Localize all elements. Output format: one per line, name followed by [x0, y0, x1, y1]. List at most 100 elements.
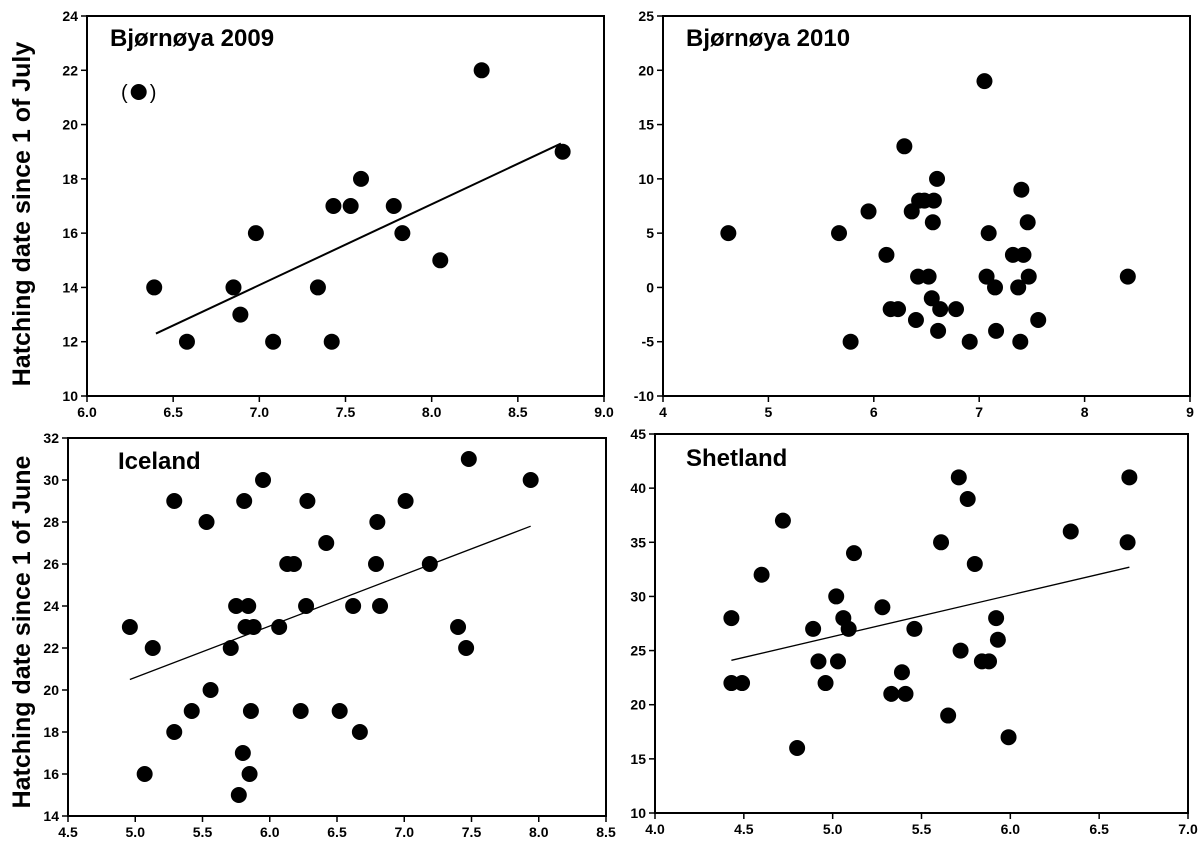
y-tick-label: 14 [43, 808, 59, 824]
x-tick-label: 9.0 [594, 404, 614, 420]
panel-shetland: 4.0 4.5 5.0 5.5 6.0 6.5 7.0 10 15 20 25 30 35 40 45 She… [630, 426, 1198, 837]
data-point [353, 170, 370, 187]
x-tick-label: 7.5 [336, 404, 356, 420]
x-tick-label: 4 [659, 404, 667, 420]
data-point [460, 451, 477, 467]
x-tick-label: 8.0 [422, 404, 442, 420]
x-tick-label: 6.0 [1001, 821, 1021, 837]
data-point [878, 246, 895, 263]
y-tick-label: 15 [638, 117, 654, 133]
data-point [166, 493, 183, 509]
outlier-point [130, 84, 147, 100]
data-point [929, 170, 946, 187]
data-point [896, 138, 913, 155]
data-point [907, 312, 924, 328]
data-point [1121, 469, 1138, 486]
y-tick-label: 35 [630, 534, 646, 550]
data-point [458, 640, 475, 656]
data-point [368, 556, 385, 572]
data-point [828, 588, 845, 605]
data-point [265, 333, 282, 350]
y-tick-label: 26 [43, 556, 59, 572]
data-point [245, 619, 262, 635]
x-tick-label: 8.5 [596, 824, 616, 840]
panel-title-iceland: Iceland [118, 448, 201, 475]
data-point [789, 740, 806, 757]
y-tick-label: 20 [630, 697, 646, 713]
y-tick-label: 10 [62, 388, 78, 404]
data-point [1019, 214, 1036, 231]
x-tick-label: 6.0 [260, 824, 280, 840]
panel-title-bjornoya-2009: Bjørnøya 2009 [110, 25, 274, 52]
y-tick-label: 20 [62, 117, 78, 133]
data-point [136, 766, 153, 782]
data-point [897, 685, 914, 702]
data-point [234, 745, 251, 761]
data-point [450, 619, 467, 635]
data-point [923, 290, 940, 307]
data-point [255, 472, 272, 488]
data-point [987, 279, 1004, 296]
y-tick-label: 15 [630, 751, 646, 767]
x-tick-label: 4.5 [58, 824, 78, 840]
data-point [292, 703, 309, 719]
x-tick-label: 7.0 [1178, 821, 1198, 837]
data-point [950, 469, 967, 486]
data-point [988, 610, 1005, 627]
data-point [432, 252, 449, 269]
y-tick-label: 24 [62, 8, 78, 24]
plot-frame-bjornoya-2010 [662, 15, 1191, 397]
data-point [394, 225, 411, 242]
data-point [734, 675, 751, 692]
y-axis-label-bottom: Hatching date since 1 of June [8, 455, 36, 808]
data-point [309, 279, 326, 296]
data-point [940, 707, 957, 724]
data-point [473, 62, 490, 79]
data-point [933, 534, 950, 551]
data-point [198, 514, 215, 530]
data-point [1119, 268, 1136, 285]
data-point [893, 664, 910, 681]
data-point [372, 598, 389, 614]
data-point [222, 640, 239, 656]
y-tick-label: 25 [630, 643, 646, 659]
data-point [144, 640, 161, 656]
data-point [723, 610, 740, 627]
data-point [202, 682, 219, 698]
y-tick-label: 14 [62, 279, 78, 295]
regression-line [731, 566, 1130, 661]
data-point [840, 620, 857, 637]
y-tick-label: 24 [43, 598, 59, 614]
y-tick-label: 32 [43, 430, 59, 446]
y-tick-label: 12 [62, 334, 78, 350]
x-tick-label: 6.0 [77, 404, 97, 420]
data-point [240, 598, 257, 614]
data-point [932, 301, 949, 318]
data-point [298, 598, 315, 614]
panel-title-bjornoya-2010: Bjørnøya 2010 [686, 25, 850, 52]
data-point [351, 724, 368, 740]
data-point [1000, 729, 1017, 746]
y-tick-label: 20 [43, 682, 59, 698]
x-tick-label: 7.5 [462, 824, 482, 840]
data-point [554, 143, 571, 160]
x-tick-label: 4.0 [645, 821, 665, 837]
data-point [842, 333, 859, 350]
data-point [1013, 181, 1030, 198]
x-tick-label: 5.0 [823, 821, 843, 837]
data-point [829, 653, 846, 670]
y-tick-label: 16 [62, 225, 78, 241]
data-point [247, 225, 264, 242]
data-point [385, 198, 402, 214]
data-point [225, 279, 242, 296]
x-tick-label: 8 [1081, 404, 1089, 420]
data-point [146, 279, 163, 296]
data-point [397, 493, 414, 509]
y-tick-label: -5 [642, 334, 655, 350]
x-tick-label: 8.5 [508, 404, 528, 420]
data-point [241, 766, 258, 782]
data-point [121, 619, 138, 635]
outlier-paren-left: ( [121, 82, 128, 104]
data-point [845, 545, 862, 562]
